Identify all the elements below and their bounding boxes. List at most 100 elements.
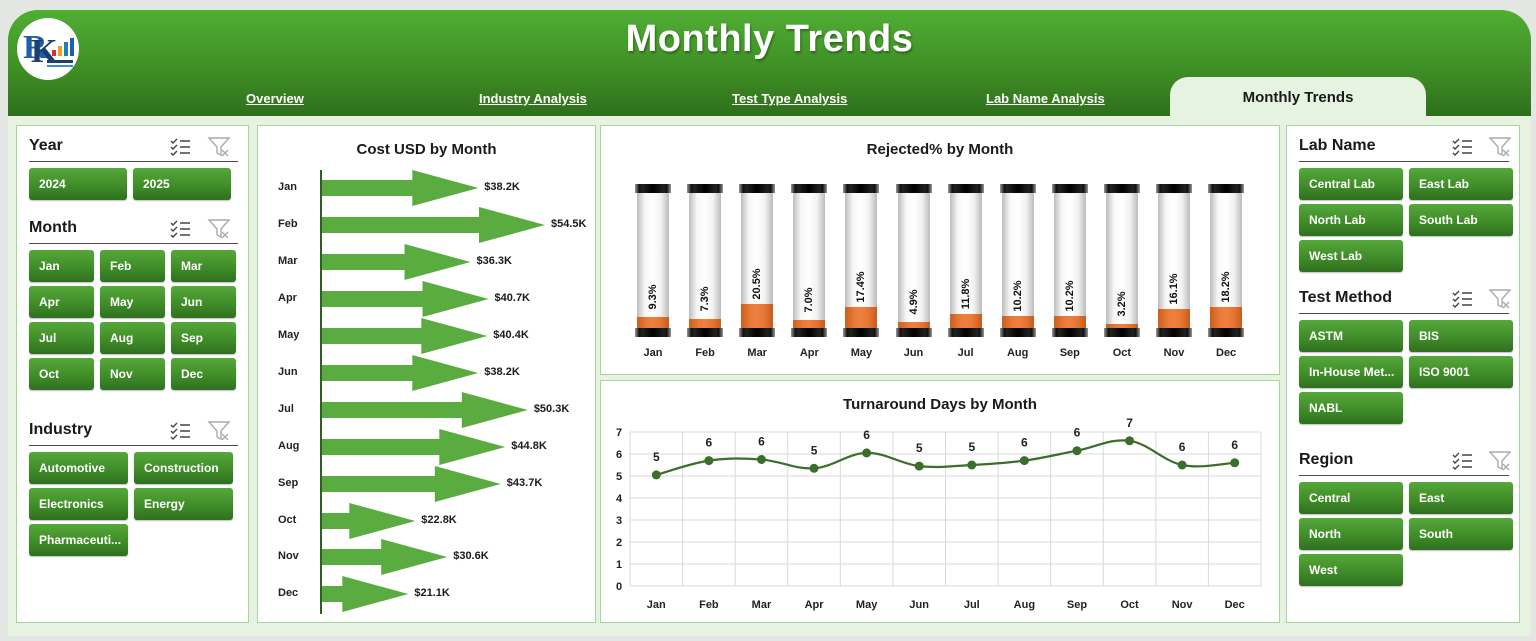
region-slicer: Region Central East North South West [1299, 448, 1513, 586]
arrow-bar [322, 318, 488, 355]
svg-text:Nov: Nov [1172, 599, 1194, 611]
clear-filter-icon[interactable] [207, 136, 231, 158]
region-slicer-title: Region [1299, 451, 1354, 468]
svg-text:5: 5 [811, 443, 818, 457]
data-label: 3.2% [1115, 291, 1128, 317]
rejected-tube: 9.3% [635, 184, 671, 337]
slicer-item-construction[interactable]: Construction [134, 452, 233, 484]
rejected-tube: 17.4% [843, 184, 880, 337]
slicer-item-jul[interactable]: Jul [29, 322, 94, 354]
svg-text:6: 6 [616, 449, 622, 461]
multi-select-icon[interactable] [169, 137, 191, 157]
clear-filter-icon[interactable] [1488, 288, 1512, 310]
clear-filter-icon[interactable] [1488, 450, 1512, 472]
category-label: Sep [1059, 347, 1080, 359]
svg-text:Aug: Aug [1014, 599, 1035, 611]
clear-filter-icon[interactable] [1488, 136, 1512, 158]
svg-text:7: 7 [1126, 416, 1133, 430]
svg-text:R: R [23, 29, 48, 66]
svg-text:7: 7 [616, 427, 622, 439]
data-label: 7.0% [803, 287, 816, 313]
arrow-bar [322, 539, 448, 576]
slicer-item-west[interactable]: West [1299, 554, 1403, 586]
multi-select-icon[interactable] [1451, 451, 1473, 471]
slicer-item-may[interactable]: May [100, 286, 165, 318]
slicer-item-south-lab[interactable]: South Lab [1409, 204, 1513, 236]
svg-text:5: 5 [916, 441, 923, 455]
nav-overview[interactable]: Overview [246, 91, 304, 106]
slicer-item-iso-9001[interactable]: ISO 9001 [1409, 356, 1513, 388]
nav-lab-name-analysis[interactable]: Lab Name Analysis [986, 91, 1105, 106]
svg-text:Dec: Dec [1225, 599, 1245, 611]
svg-text:6: 6 [863, 428, 870, 442]
slicer-item-east[interactable]: East [1409, 482, 1513, 514]
category-label: Sep [278, 476, 299, 489]
slicer-item-aug[interactable]: Aug [100, 322, 165, 354]
slicer-item-electronics[interactable]: Electronics [29, 488, 128, 520]
svg-text:1: 1 [616, 559, 622, 571]
month-slicer: Month Jan Feb Mar Apr May Jun Jul Aug [29, 216, 238, 390]
slicer-item-dec[interactable]: Dec [171, 358, 236, 390]
data-label: 10.2% [1011, 280, 1024, 312]
rejected-tube: 7.0% [791, 184, 828, 337]
nav-test-type-analysis[interactable]: Test Type Analysis [732, 91, 848, 106]
data-label: $38.2K [484, 181, 520, 194]
data-label: $21.1K [414, 587, 450, 600]
slicer-item-bis[interactable]: BIS [1409, 320, 1513, 352]
tab-monthly-trends[interactable]: Monthly Trends [1170, 77, 1426, 117]
slicer-item-jun[interactable]: Jun [171, 286, 236, 318]
slicer-item-north[interactable]: North [1299, 518, 1403, 550]
slicer-item-north-lab[interactable]: North Lab [1299, 204, 1403, 236]
svg-text:6: 6 [1231, 438, 1238, 452]
svg-text:0: 0 [616, 581, 622, 593]
slicer-item-mar[interactable]: Mar [171, 250, 236, 282]
slicer-item-2024[interactable]: 2024 [29, 168, 127, 200]
arrow-bar [322, 428, 506, 465]
data-label: $43.7K [506, 476, 543, 489]
category-label: Jul [278, 402, 294, 415]
category-label: Aug [278, 439, 300, 452]
rejected-tube: 16.1% [1156, 184, 1192, 337]
industry-slicer-title: Industry [29, 421, 93, 438]
company-logo: R K [17, 18, 79, 80]
clear-filter-icon[interactable] [207, 218, 231, 240]
cost-by-month-chart: Cost USD by Month Jan $38.2K Feb $54.5K Mar $… [257, 125, 596, 623]
slicer-item-sep[interactable]: Sep [171, 322, 236, 354]
clear-filter-icon[interactable] [207, 420, 231, 442]
category-label: Dec [1216, 347, 1237, 359]
multi-select-icon[interactable] [169, 219, 191, 239]
slicer-item-automotive[interactable]: Automotive [29, 452, 128, 484]
slicer-item-pharmaceuticals[interactable]: Pharmaceuti... [29, 524, 128, 556]
slicer-item-south[interactable]: South [1409, 518, 1513, 550]
slicer-item-astm[interactable]: ASTM [1299, 320, 1403, 352]
slicer-item-2025[interactable]: 2025 [133, 168, 231, 200]
data-label: 20.5% [751, 268, 764, 300]
data-label: $54.5K [551, 218, 587, 231]
category-label: Mar [278, 255, 298, 268]
slicer-item-east-lab[interactable]: East Lab [1409, 168, 1513, 200]
rejected-by-month-chart: Rejected% by Month 9.3% Jan 7.3% Feb 20.5% Ma… [600, 125, 1280, 375]
slicer-item-central-lab[interactable]: Central Lab [1299, 168, 1403, 200]
category-label: Oct [1112, 347, 1132, 359]
slicer-item-in-house-method[interactable]: In-House Met... [1299, 356, 1403, 388]
data-label: 17.4% [855, 271, 868, 304]
category-label: Nov [1163, 347, 1185, 359]
arrow-bar [322, 502, 416, 539]
nav-industry-analysis[interactable]: Industry Analysis [479, 91, 587, 106]
slicer-item-central[interactable]: Central [1299, 482, 1403, 514]
slicer-item-west-lab[interactable]: West Lab [1299, 240, 1403, 272]
slicer-item-oct[interactable]: Oct [29, 358, 94, 390]
category-label: Aug [1006, 347, 1029, 359]
category-label: Feb [278, 218, 298, 231]
multi-select-icon[interactable] [1451, 289, 1473, 309]
multi-select-icon[interactable] [1451, 137, 1473, 157]
slicer-item-jan[interactable]: Jan [29, 250, 94, 282]
multi-select-icon[interactable] [169, 421, 191, 441]
slicer-item-feb[interactable]: Feb [100, 250, 165, 282]
slicer-item-energy[interactable]: Energy [134, 488, 233, 520]
slicer-item-nov[interactable]: Nov [100, 358, 165, 390]
svg-text:5: 5 [653, 450, 660, 464]
slicer-item-nabl[interactable]: NABL [1299, 392, 1403, 424]
svg-text:May: May [856, 599, 878, 611]
slicer-item-apr[interactable]: Apr [29, 286, 94, 318]
